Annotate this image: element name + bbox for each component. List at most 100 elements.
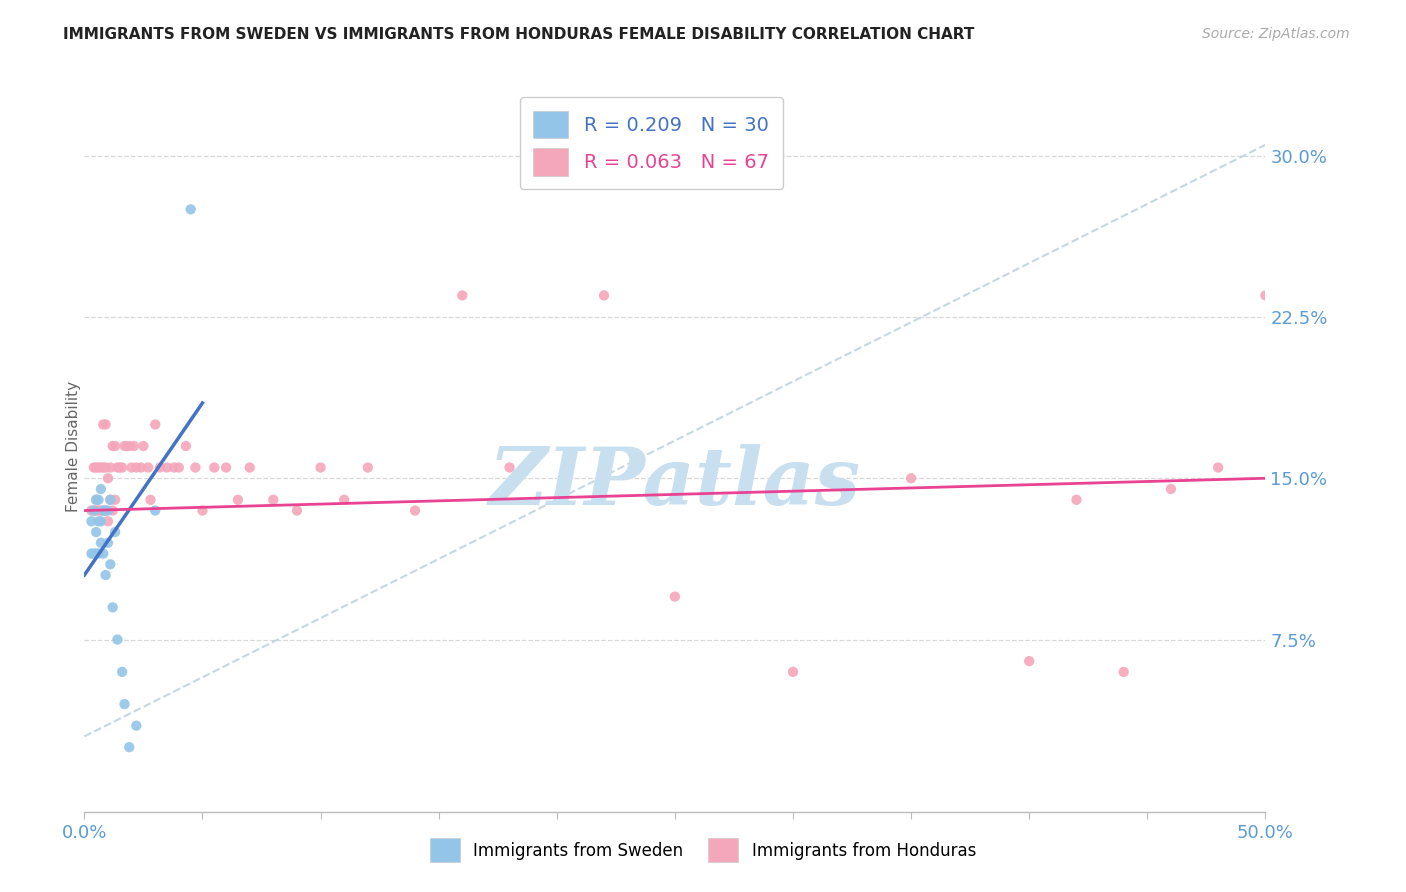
Point xyxy=(226,492,249,507)
Point xyxy=(90,536,112,550)
Point xyxy=(83,503,105,517)
Point xyxy=(136,460,159,475)
Point xyxy=(451,288,474,302)
Point xyxy=(498,460,520,475)
Point xyxy=(156,460,179,475)
Point xyxy=(87,503,110,517)
Point xyxy=(125,460,148,475)
Point xyxy=(357,460,380,475)
Point xyxy=(84,524,107,539)
Point xyxy=(900,471,922,485)
Point xyxy=(98,558,121,572)
Point xyxy=(107,460,129,475)
Point xyxy=(593,288,616,302)
Point xyxy=(87,547,110,561)
Point xyxy=(114,439,136,453)
Text: IMMIGRANTS FROM SWEDEN VS IMMIGRANTS FROM HONDURAS FEMALE DISABILITY CORRELATION: IMMIGRANTS FROM SWEDEN VS IMMIGRANTS FRO… xyxy=(63,27,974,42)
Text: Source: ZipAtlas.com: Source: ZipAtlas.com xyxy=(1202,27,1350,41)
Point xyxy=(262,492,284,507)
Point xyxy=(80,503,103,517)
Point xyxy=(91,417,114,432)
Point xyxy=(90,514,112,528)
Point xyxy=(1018,654,1040,668)
Point xyxy=(664,590,686,604)
Point xyxy=(180,202,202,217)
Point xyxy=(114,697,136,711)
Legend: Immigrants from Sweden, Immigrants from Honduras: Immigrants from Sweden, Immigrants from … xyxy=(422,830,984,871)
Point xyxy=(132,439,155,453)
Point xyxy=(94,568,117,582)
Point xyxy=(191,503,214,517)
Point xyxy=(121,460,143,475)
Legend: R = 0.209   N = 30, R = 0.063   N = 67: R = 0.209 N = 30, R = 0.063 N = 67 xyxy=(520,97,783,189)
Point xyxy=(87,460,110,475)
Point xyxy=(91,547,114,561)
Y-axis label: Female Disability: Female Disability xyxy=(66,380,80,512)
Point xyxy=(97,514,120,528)
Point xyxy=(91,503,114,517)
Point xyxy=(83,503,105,517)
Point xyxy=(111,460,134,475)
Point xyxy=(184,460,207,475)
Text: ZIPatlas: ZIPatlas xyxy=(489,444,860,521)
Point xyxy=(97,471,120,485)
Point xyxy=(84,492,107,507)
Point xyxy=(333,492,356,507)
Point xyxy=(143,417,166,432)
Point xyxy=(90,460,112,475)
Point xyxy=(782,665,804,679)
Point xyxy=(215,460,238,475)
Point xyxy=(122,439,145,453)
Point xyxy=(1254,288,1277,302)
Point xyxy=(404,503,426,517)
Point xyxy=(285,503,308,517)
Point xyxy=(83,460,105,475)
Point xyxy=(98,492,121,507)
Point xyxy=(84,503,107,517)
Point xyxy=(91,503,114,517)
Point xyxy=(125,719,148,733)
Point xyxy=(149,460,172,475)
Point xyxy=(84,547,107,561)
Point xyxy=(104,524,127,539)
Point xyxy=(87,514,110,528)
Point xyxy=(91,460,114,475)
Point xyxy=(163,460,186,475)
Point xyxy=(90,503,112,517)
Point xyxy=(94,503,117,517)
Point xyxy=(174,439,197,453)
Point xyxy=(239,460,262,475)
Point xyxy=(107,632,129,647)
Point xyxy=(167,460,190,475)
Point xyxy=(94,460,117,475)
Point xyxy=(84,492,107,507)
Point xyxy=(90,482,112,496)
Point xyxy=(80,547,103,561)
Point xyxy=(1112,665,1135,679)
Point xyxy=(143,503,166,517)
Point xyxy=(83,547,105,561)
Point xyxy=(94,417,117,432)
Point xyxy=(98,460,121,475)
Point xyxy=(104,439,127,453)
Point xyxy=(101,600,124,615)
Point xyxy=(97,503,120,517)
Point xyxy=(118,740,141,755)
Point xyxy=(101,503,124,517)
Point xyxy=(104,492,127,507)
Point xyxy=(97,536,120,550)
Point xyxy=(108,460,131,475)
Point xyxy=(129,460,152,475)
Point xyxy=(1160,482,1182,496)
Point xyxy=(98,492,121,507)
Point xyxy=(309,460,332,475)
Point xyxy=(1206,460,1229,475)
Point xyxy=(202,460,225,475)
Point xyxy=(115,439,138,453)
Point xyxy=(118,439,141,453)
Point xyxy=(84,460,107,475)
Point xyxy=(94,503,117,517)
Point xyxy=(101,439,124,453)
Point xyxy=(111,665,134,679)
Point xyxy=(1066,492,1088,507)
